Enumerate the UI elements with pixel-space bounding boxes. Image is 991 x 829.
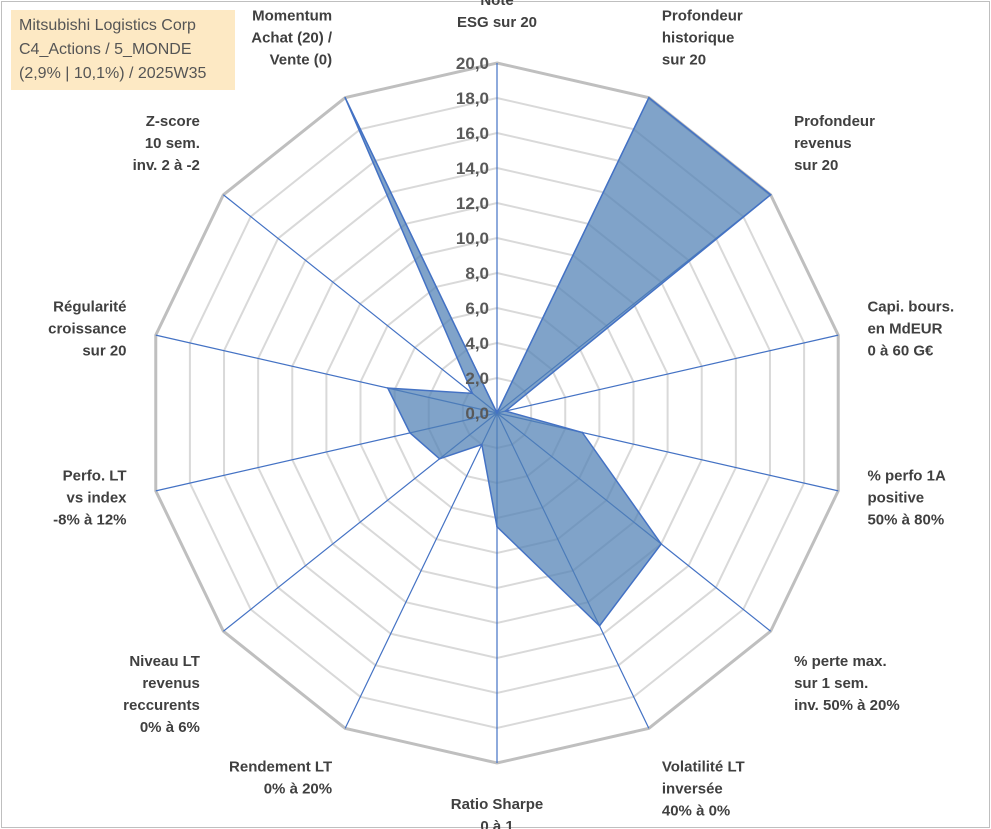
axis-label-line: inv. 2 à -2 (133, 157, 200, 174)
axis-label-line: Achat (20) / (251, 30, 333, 47)
axis-label-line: Ratio Sharpe (451, 796, 544, 813)
axis-label-line: historique (662, 30, 735, 47)
data-point (496, 412, 498, 414)
data-point (344, 96, 346, 99)
axis-label-line: sur 20 (82, 342, 126, 359)
axis-label: Perfo. LT vs index -8% à 12% (53, 468, 127, 529)
axis-spoke (344, 412, 498, 729)
tick-label: 20,0 (456, 54, 489, 73)
axis-label: % perte max. sur 1 sem. inv. 50% à 20% (794, 653, 900, 714)
axis-label: Régularité croissance sur 20 (48, 298, 126, 359)
axis-label-line: 0 à 60 G€ (867, 342, 934, 359)
axis-label: Momentum Achat (20) / Vente (0) (251, 8, 333, 69)
tick-label: 12,0 (456, 194, 489, 213)
axis-label-line: sur 20 (662, 52, 706, 69)
axis-label-line: 0 à 1 (480, 818, 513, 829)
axis-label-line: Rendement LT (229, 758, 332, 775)
axis-label: Profondeur historique sur 20 (662, 8, 743, 69)
tick-label: 2,0 (465, 369, 489, 388)
axis-label-line: vs index (66, 490, 127, 507)
tick-label: 10,0 (456, 229, 489, 248)
axis-label-line: Volatilité LT (662, 758, 745, 775)
axis-label: Z-score 10 sem. inv. 2 à -2 (133, 113, 200, 174)
axis-label-line: -8% à 12% (53, 512, 126, 529)
axis-label-line: en MdEUR (867, 320, 942, 337)
axis-label-line: croissance (48, 320, 126, 337)
title-company: Mitsubishi Logistics Corp (19, 17, 196, 34)
data-point (581, 431, 584, 434)
axis-label: Profondeur revenus sur 20 (794, 113, 875, 174)
axis-label: Ratio Sharpe 0 à 1 (451, 796, 544, 829)
axis-label-line: revenus (142, 675, 200, 692)
data-point (769, 193, 772, 196)
axis-label-line: ESG sur 20 (457, 14, 537, 31)
data-point (496, 525, 498, 528)
tick-label: 16,0 (456, 124, 489, 143)
axis-label: % perfo 1A positive 50% à 80% (867, 468, 946, 529)
tick-label: 6,0 (465, 299, 489, 318)
axis-label-line: 40% à 0% (662, 802, 730, 819)
axis-label-line: sur 1 sem. (794, 675, 868, 692)
axis-label: Volatilité LT inversée 40% à 0% (662, 758, 745, 819)
radial-tick-labels: 0,0 2,0 4,0 6,0 8,0 10,0 12,0 14,0 16,0 18,0 20,0 (456, 54, 489, 423)
data-point (481, 443, 483, 446)
axis-labels: Note ESG sur 20 Profondeur historique sur 20… (48, 0, 954, 829)
axis-label-line: Vente (0) (270, 52, 333, 69)
axis-label-line: Profondeur (794, 113, 875, 130)
tick-label: 4,0 (465, 334, 489, 353)
title-category: C4_Actions / 5_MONDE (19, 41, 192, 58)
axis-label-line: Momentum (252, 8, 332, 25)
axis-label-line: inv. 50% à 20% (794, 697, 900, 714)
axis-label-line: Z-score (146, 113, 200, 130)
data-point (504, 410, 507, 412)
axis-spoke (496, 334, 839, 414)
tick-label: 18,0 (456, 89, 489, 108)
radar-series (344, 96, 772, 627)
tick-label: 14,0 (456, 159, 489, 178)
axis-label-line: Capi. bours. (867, 298, 954, 315)
axis-label-line: Note (480, 0, 513, 9)
axis-label-line: % perte max. (794, 653, 887, 670)
axis-label-line: revenus (794, 135, 852, 152)
title-stats: (2,9% | 10,1%) / 2025W35 (19, 65, 207, 82)
data-point (598, 625, 601, 627)
axis-label: Note ESG sur 20 (457, 0, 537, 31)
axis-label-line: reccurents (123, 697, 200, 714)
tick-label: 8,0 (465, 264, 489, 283)
axis-label-line: 0% à 6% (140, 719, 200, 736)
axis-label-line: 50% à 80% (867, 512, 944, 529)
axis-label-line: positive (867, 490, 924, 507)
data-point (438, 458, 441, 460)
axis-label-line: 10 sem. (145, 135, 200, 152)
tick-label: 0,0 (465, 404, 489, 423)
title-box: Mitsubishi Logistics Corp C4_Actions / 5… (11, 10, 235, 90)
axis-spoke (222, 194, 498, 414)
axis-label-line: Perfo. LT (63, 468, 127, 485)
axis-label: Rendement LT 0% à 20% (229, 758, 332, 797)
axis-label-line: inversée (662, 780, 723, 797)
data-point (409, 432, 411, 434)
axis-label: Niveau LT revenus reccurents 0% à 6% (123, 653, 200, 736)
axis-label-line: Profondeur (662, 8, 743, 25)
data-point (387, 387, 389, 389)
axis-label: Capi. bours. en MdEUR 0 à 60 G€ (867, 298, 954, 359)
axis-label-line: sur 20 (794, 157, 838, 174)
axis-label-line: Niveau LT (129, 653, 200, 670)
data-point (471, 392, 474, 395)
axis-label-line: % perfo 1A (867, 468, 946, 485)
data-point (648, 96, 650, 99)
axis-label-line: Régularité (53, 298, 126, 315)
axis-label-line: 0% à 20% (264, 780, 332, 797)
data-point (660, 543, 662, 545)
